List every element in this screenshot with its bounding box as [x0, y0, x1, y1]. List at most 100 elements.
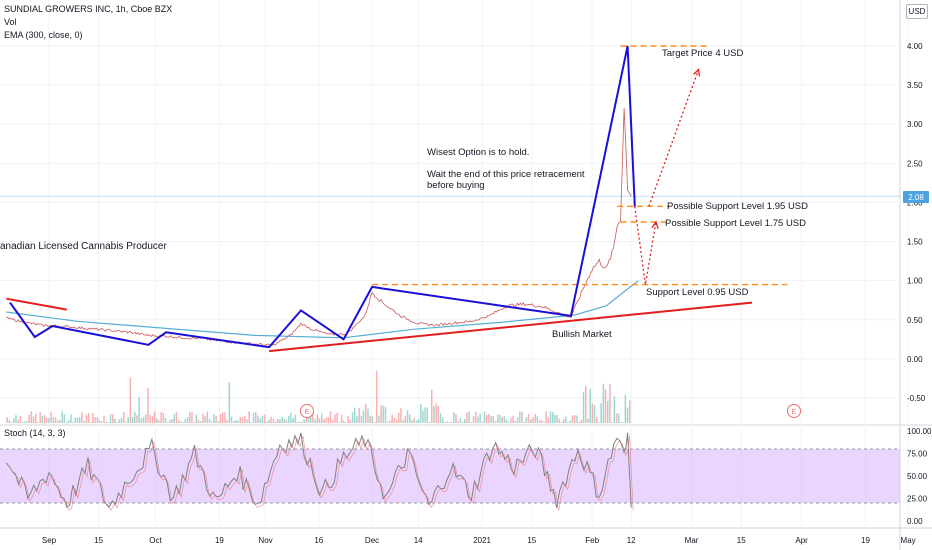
projection-arrow-lower — [651, 220, 659, 229]
volume-bar — [437, 405, 440, 423]
volume-bar — [76, 417, 79, 423]
volume-bar — [332, 420, 334, 423]
volume-bar — [87, 413, 90, 423]
volume-bar — [400, 408, 402, 423]
x-tick-label: 12 — [627, 536, 636, 545]
volume-bar — [171, 419, 173, 423]
volume-bar — [134, 412, 136, 423]
volume-bar — [338, 422, 341, 423]
volume-bar — [26, 420, 28, 423]
earnings-marker-2[interactable]: E — [787, 404, 801, 418]
volume-bar — [32, 416, 35, 423]
support-175-label: Possible Support Level 1.75 USD — [665, 218, 806, 229]
volume-bar — [241, 417, 244, 423]
volume-bars — [6, 370, 631, 423]
x-tick-label: 2021 — [473, 536, 491, 545]
volume-bar — [206, 411, 209, 423]
volume-bar — [184, 418, 187, 423]
volume-bar — [250, 422, 253, 423]
volume-bar — [10, 422, 13, 423]
symbol-legend[interactable]: SUNDIAL GROWERS INC, 1h, Cboe BZX — [4, 4, 173, 14]
last-price-badge-bg — [903, 191, 929, 203]
volume-bar — [492, 416, 495, 423]
volume-bar — [334, 414, 336, 423]
volume-bar — [244, 415, 246, 423]
volume-bar — [149, 414, 151, 423]
volume-bar — [453, 412, 455, 423]
volume-bar — [604, 389, 607, 423]
volume-bar — [226, 420, 228, 423]
volume-bar — [508, 421, 510, 423]
volume-bar — [343, 420, 345, 423]
volume-bar — [318, 418, 321, 423]
volume-bar — [585, 386, 587, 423]
volume-bar — [578, 422, 580, 423]
volume-bar — [541, 419, 543, 423]
volume-bar — [204, 415, 206, 423]
volume-bar — [395, 419, 398, 423]
volume-bar — [580, 419, 583, 423]
volume-bar — [131, 417, 134, 423]
volume-bar — [464, 418, 466, 423]
company-note: anadian Licensed Cannabis Producer — [0, 241, 167, 252]
volume-bar — [193, 421, 195, 423]
projection-arrow-upper — [693, 68, 701, 77]
volume-bar — [356, 416, 358, 423]
volume-bar — [213, 414, 215, 423]
volume-bar — [228, 382, 231, 423]
volume-bar — [455, 413, 457, 423]
volume-bar — [72, 422, 74, 423]
volume-bar — [428, 422, 431, 423]
volume-bar — [459, 418, 462, 423]
volume-bar — [57, 420, 59, 423]
volume-bar — [479, 413, 481, 423]
volume-bar — [560, 421, 563, 423]
volume-bar — [316, 414, 319, 423]
volume-bar — [417, 418, 420, 423]
volume-bar — [340, 415, 343, 423]
volume-bar — [167, 421, 169, 423]
volume-bar — [314, 419, 316, 423]
volume-bar — [569, 420, 572, 423]
volume-bar — [123, 412, 125, 423]
volume-bar — [618, 413, 620, 423]
volume-bar — [46, 417, 48, 423]
volume-bar — [556, 414, 558, 423]
volume-bar — [369, 415, 371, 423]
volume-bar — [74, 417, 77, 423]
volume-bar — [431, 389, 433, 423]
volume-bar — [527, 413, 530, 423]
earnings-marker-1[interactable]: E — [300, 404, 314, 418]
projection-path-upper — [648, 69, 700, 207]
volume-bar — [230, 416, 233, 423]
volume-bar — [17, 420, 19, 423]
x-tick-label: 15 — [737, 536, 746, 545]
volume-bar — [472, 416, 475, 423]
x-tick-label: Apr — [795, 536, 808, 545]
volume-bar — [574, 415, 576, 423]
volume-bar — [393, 417, 396, 423]
volume-bar — [175, 412, 178, 423]
ema-legend[interactable]: EMA (300, close, 0) — [4, 30, 83, 40]
x-tick-label: 16 — [314, 536, 323, 545]
volume-bar — [41, 415, 44, 423]
volume-bar — [48, 418, 50, 423]
volume-bar — [50, 411, 52, 423]
volume-bar — [81, 412, 83, 423]
volume-bar — [186, 417, 189, 423]
stoch-y-tick-label: 75.00 — [907, 450, 928, 459]
volume-bar — [336, 412, 338, 423]
currency-badge[interactable]: USD — [906, 4, 928, 19]
x-tick-label: Oct — [149, 536, 162, 545]
volume-bar — [43, 415, 46, 423]
volume-bar — [607, 400, 609, 423]
volume-bar — [248, 411, 250, 423]
volume-bar — [39, 412, 41, 423]
y-tick-label: 3.00 — [907, 120, 923, 129]
wisest-note-line2: Wait the end of this price retracement — [427, 169, 585, 180]
volume-bar — [325, 417, 327, 423]
volume-legend[interactable]: Vol — [4, 17, 17, 27]
volume-bar — [305, 417, 308, 423]
